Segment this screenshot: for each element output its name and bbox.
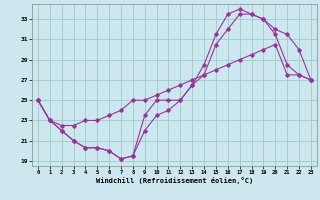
X-axis label: Windchill (Refroidissement éolien,°C): Windchill (Refroidissement éolien,°C) xyxy=(96,177,253,184)
